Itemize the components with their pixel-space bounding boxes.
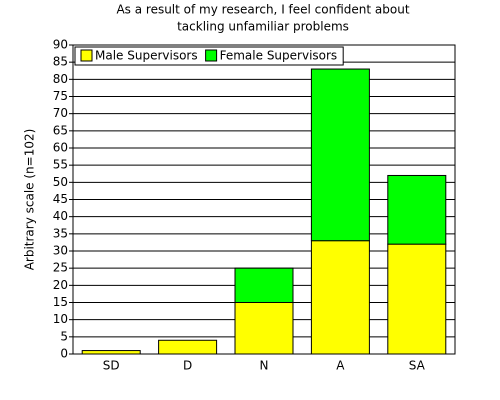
- y-tick-label: 40: [53, 209, 68, 223]
- y-tick-label: 70: [53, 106, 68, 120]
- chart-title: As a result of my research, I feel confi…: [116, 3, 409, 17]
- bar-segment: [81, 350, 141, 355]
- y-tick-label: 30: [53, 244, 68, 258]
- y-tick-label: 35: [53, 226, 68, 240]
- y-axis-label: Arbitrary scale (n=102): [23, 129, 37, 271]
- bar-segment: [234, 267, 294, 303]
- y-tick-label: 65: [53, 123, 68, 137]
- y-tick-label: 90: [53, 38, 68, 52]
- y-tick-label: 0: [60, 347, 68, 361]
- y-tick-label: 80: [53, 72, 68, 86]
- chart-title: tackling unfamiliar problems: [177, 20, 349, 34]
- y-tick-label: 25: [53, 261, 68, 275]
- bar-segment: [387, 174, 447, 245]
- y-tick-label: 60: [53, 141, 68, 155]
- x-tick-label: A: [336, 359, 345, 373]
- bar-segment: [310, 68, 370, 242]
- legend-swatch: [80, 49, 93, 62]
- y-tick-label: 20: [53, 278, 68, 292]
- bar-segment: [387, 243, 447, 355]
- legend-label: Male Supervisors: [95, 49, 198, 63]
- y-tick-label: 50: [53, 175, 68, 189]
- y-tick-label: 15: [53, 295, 68, 309]
- y-tick-label: 10: [53, 312, 68, 326]
- y-tick-label: 5: [60, 329, 68, 343]
- x-tick-label: D: [183, 359, 192, 373]
- bar-segment: [158, 339, 218, 355]
- y-tick-label: 75: [53, 89, 68, 103]
- legend-swatch: [205, 49, 218, 62]
- legend-label: Female Supervisors: [220, 49, 338, 63]
- x-tick-label: SA: [409, 359, 426, 373]
- bar-segment: [310, 240, 370, 355]
- y-tick-label: 85: [53, 55, 68, 69]
- x-tick-label: SD: [103, 359, 120, 373]
- y-tick-label: 45: [53, 192, 68, 206]
- bar-segment: [234, 302, 294, 355]
- y-tick-label: 55: [53, 158, 68, 172]
- x-tick-label: N: [260, 359, 269, 373]
